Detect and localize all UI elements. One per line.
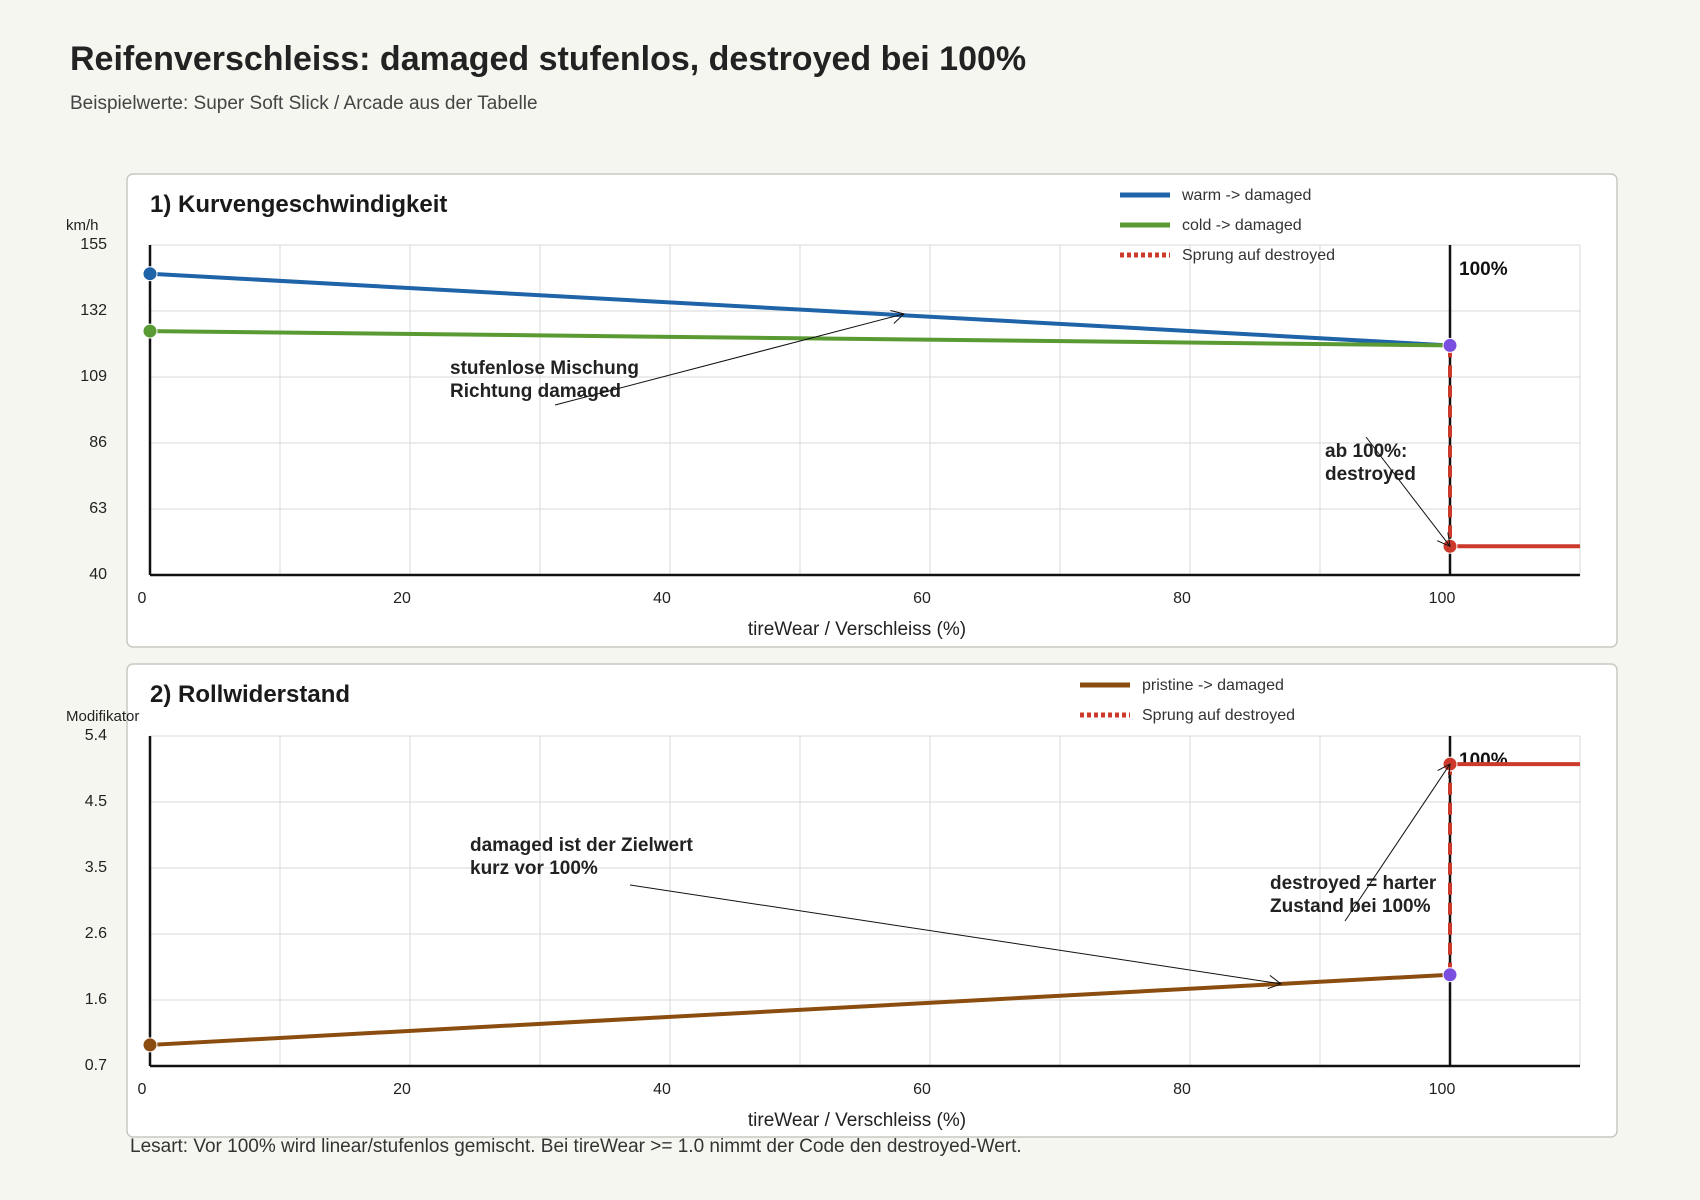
annotation-line: ab 100%: <box>1325 441 1407 462</box>
y-tick-label: 86 <box>89 434 107 451</box>
series-line <box>149 329 1451 348</box>
y-tick-label: 4.5 <box>85 793 107 810</box>
reading-note: Lesart: Vor 100% wird linear/stufenlos g… <box>130 1136 1022 1157</box>
annotation-arrowhead <box>1437 763 1451 779</box>
x-tick-label: 80 <box>1173 590 1191 607</box>
x-tick-label: 40 <box>653 1081 671 1098</box>
annotation-line: destroyed <box>1325 464 1416 485</box>
annotation-arrow <box>1344 763 1451 922</box>
x-tick-label: 80 <box>1173 1081 1191 1098</box>
data-point <box>1442 967 1458 983</box>
x-tick-label: 40 <box>653 590 671 607</box>
series-line <box>149 972 1451 1047</box>
panel-title: 2) Rollwiderstand <box>150 681 350 708</box>
data-point <box>1442 337 1458 353</box>
x-tick-label: 100 <box>1429 1081 1456 1098</box>
panel-title: 1) Kurvengeschwindigkeit <box>150 191 447 218</box>
data-point <box>142 266 158 282</box>
annotation-arrowhead <box>1267 974 1283 990</box>
annotation-text: damaged ist der Zielwert kurz vor 100% <box>470 835 693 879</box>
y-tick-label: 132 <box>80 302 107 319</box>
hundred-percent-label: 100% <box>1459 259 1508 280</box>
annotation-text: destroyed = harter Zustand bei 100% <box>1270 873 1437 917</box>
page-title: Reifenverschleiss: damaged stufenlos, de… <box>70 40 1027 78</box>
x-tick-label: 60 <box>913 1081 931 1098</box>
x-tick-label: 0 <box>138 1081 147 1098</box>
annotation-arrow <box>629 884 1282 985</box>
annotation-arrow <box>554 313 905 406</box>
x-axis-label: tireWear / Verschleiss (%) <box>748 619 966 640</box>
x-tick-label: 20 <box>393 590 411 607</box>
chart-panel-1: 0 20 40 60 80 100 40 63 86 109 132 155 1) Kurvengesc… <box>66 173 1618 648</box>
x-axis-label: tireWear / Verschleiss (%) <box>748 1110 966 1131</box>
y-tick-label: 2.6 <box>85 925 107 942</box>
x-tick-label: 60 <box>913 590 931 607</box>
y-tick-label: 3.5 <box>85 859 107 876</box>
chart-panel-2: 0 20 40 60 80 100 0.7 1.6 2.6 3.5 4.5 5.4 2) Rollwid… <box>66 663 1618 1138</box>
annotation-arrow <box>1365 436 1451 547</box>
y-tick-label: 40 <box>89 566 107 583</box>
annotation-arrowhead <box>1436 532 1451 548</box>
y-tick-label: 5.4 <box>85 727 107 744</box>
legend-label: warm -> damaged <box>1181 187 1311 204</box>
legend-label: Sprung auf destroyed <box>1182 247 1335 264</box>
annotation-text: stufenlose Mischung Richtung damaged <box>450 358 639 402</box>
legend-label: pristine -> damaged <box>1142 677 1284 694</box>
annotation-text: ab 100%: destroyed <box>1325 441 1416 485</box>
y-tick-label: 0.7 <box>85 1057 107 1074</box>
annotation-line: destroyed = harter <box>1270 873 1437 894</box>
y-tick-label: 109 <box>80 368 107 385</box>
data-point <box>142 323 158 339</box>
panel-frame <box>126 663 1618 1138</box>
y-tick-label: 155 <box>80 236 107 253</box>
annotation-line: Zustand bei 100% <box>1270 896 1431 917</box>
legend-label: Sprung auf destroyed <box>1142 707 1295 724</box>
annotation-line: stufenlose Mischung <box>450 358 639 379</box>
series-line <box>149 271 1451 348</box>
x-tick-label: 100 <box>1429 590 1456 607</box>
legend-label: cold -> damaged <box>1182 217 1302 234</box>
y-tick-label: 63 <box>89 500 107 517</box>
annotation-line: kurz vor 100% <box>470 858 598 879</box>
hundred-percent-label: 100% <box>1459 750 1508 771</box>
annotation-line: Richtung damaged <box>450 381 621 402</box>
page-subtitle: Beispielwerte: Super Soft Slick / Arcade… <box>70 93 538 114</box>
data-point <box>142 1037 158 1053</box>
annotation-arrowhead <box>890 309 906 324</box>
y-tick-label: 1.6 <box>85 991 107 1008</box>
x-tick-label: 20 <box>393 1081 411 1098</box>
y-axis-unit: km/h <box>66 217 99 234</box>
annotation-line: damaged ist der Zielwert <box>470 835 693 856</box>
x-tick-label: 0 <box>138 590 147 607</box>
y-axis-unit: Modifikator <box>66 708 139 725</box>
